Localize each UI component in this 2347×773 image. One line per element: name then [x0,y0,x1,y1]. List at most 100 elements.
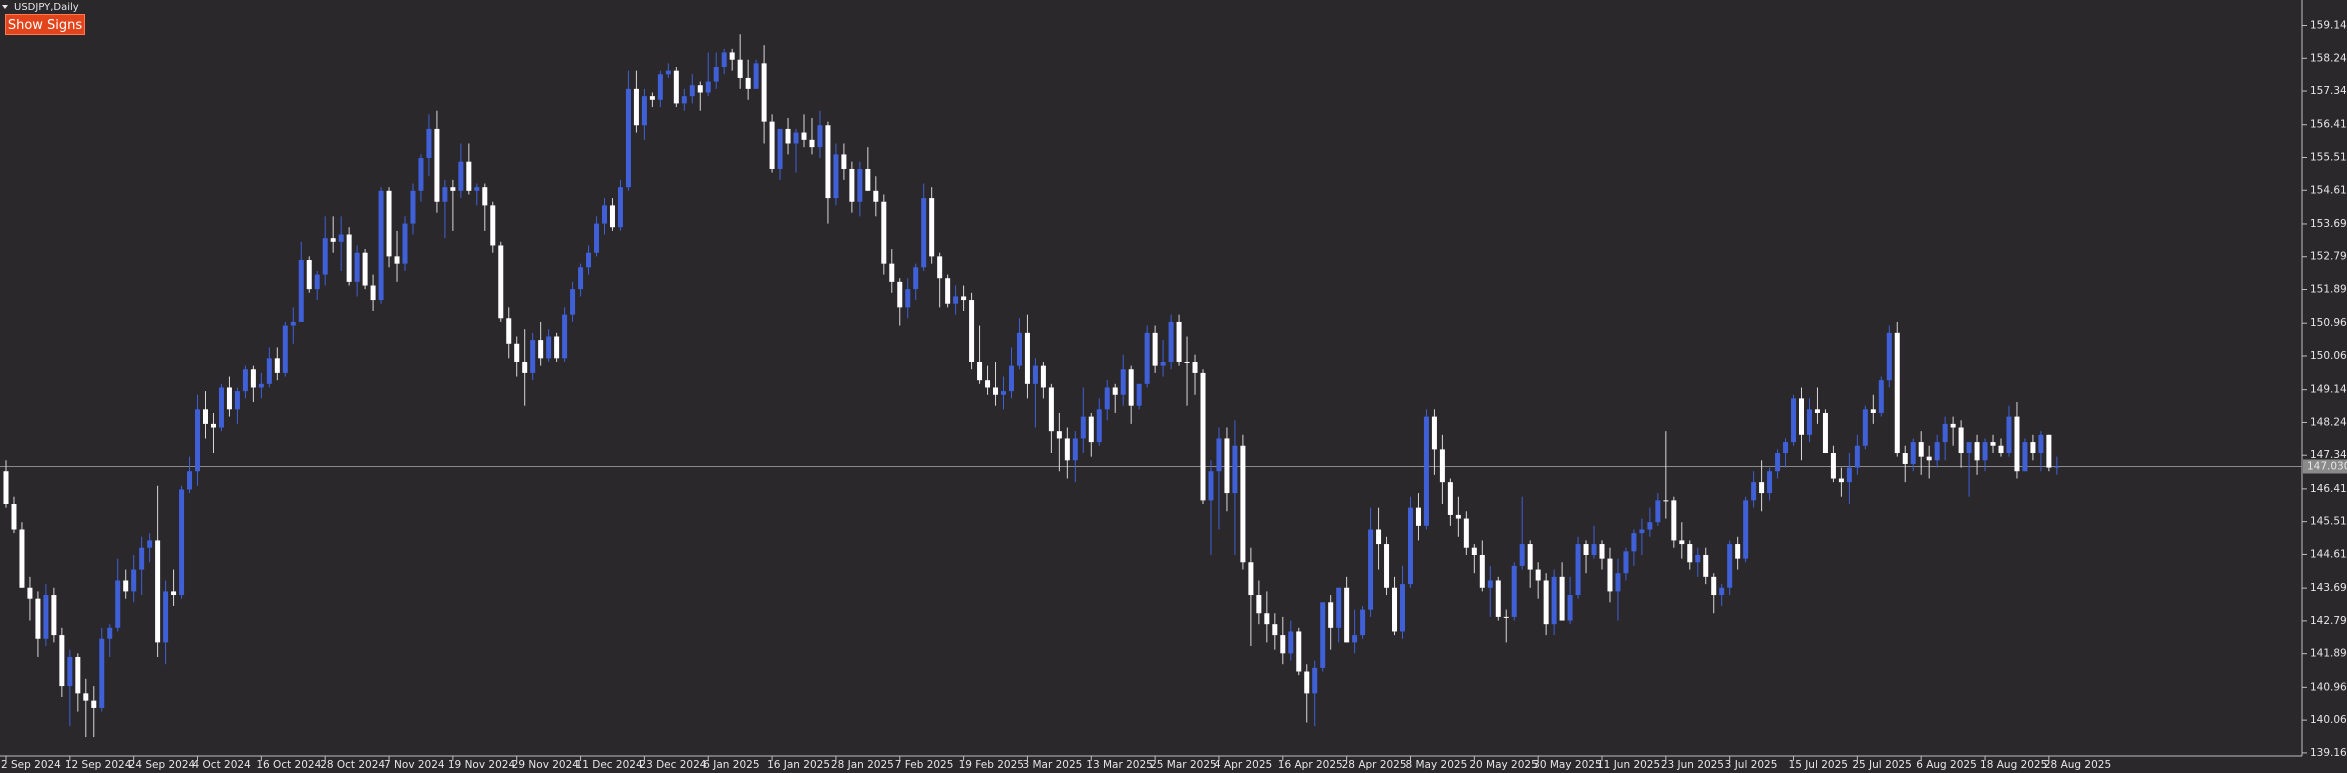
candle-body [1854,445,1860,468]
candle-body [745,77,751,89]
candle-body [1966,442,1972,454]
candle-body [817,125,823,148]
candle-body [442,187,448,202]
candle-body [187,471,193,490]
candle-body [1647,522,1653,530]
candle-body [929,198,935,257]
candle-body [1846,467,1852,483]
candle-body [1240,445,1246,563]
candle-body [1543,580,1549,625]
candle-body [1248,562,1254,596]
x-tick-label: 8 May 2025 [1405,759,1467,771]
candle-body [1479,554,1485,588]
candle-body [179,489,185,596]
candle-body [155,540,161,643]
candle-body [1575,544,1581,596]
candle-body [83,693,89,701]
candle-body [849,168,855,202]
candle-body [913,267,919,290]
candle-body [777,128,783,169]
candle-body [897,281,903,308]
candle-body [1192,361,1198,373]
candle-body [314,274,320,290]
candle-body [1216,438,1222,472]
candle-body [450,187,456,191]
y-tick-label: 142.790 [2310,615,2347,627]
y-tick-label: 159.140 [2310,19,2347,31]
candle-body [522,361,528,373]
x-tick-label: 19 Nov 2024 [448,759,516,771]
candle-body [434,128,440,202]
candle-body [1870,409,1876,413]
candle-body [1894,332,1900,454]
candle-body [617,187,623,228]
candle-body [1679,540,1685,545]
candle-body [3,471,9,504]
candle-body [274,358,280,373]
y-tick-label: 139.165 [2310,747,2347,759]
candle-body [1735,544,1741,559]
candle-body [1184,361,1190,363]
candle-body [1423,416,1429,526]
candle-body [705,81,711,93]
x-tick-label: 4 Oct 2024 [193,759,252,771]
candle-body [2022,442,2028,472]
candle-body [1136,383,1142,406]
x-tick-label: 12 Sep 2024 [65,759,132,771]
candle-body [1296,631,1302,672]
candle-body [354,252,360,282]
candle-body [203,409,208,424]
candle-body [1487,580,1493,588]
candle-body [1878,380,1884,413]
candle-body [1591,544,1597,555]
candle-body [1264,613,1270,625]
candle-body [1304,671,1310,694]
candle-body [729,52,735,60]
candle-body [2014,416,2020,472]
candle-body [51,595,57,636]
candle-body [538,340,544,359]
candle-body [458,161,464,191]
candle-body [2006,416,2012,454]
x-tick-label: 13 Mar 2025 [1086,759,1153,771]
candle-body [1088,416,1094,443]
candle-body [809,139,815,148]
candle-body [905,289,911,308]
x-tick-label: 19 Feb 2025 [959,759,1024,771]
candle-body [1016,332,1022,366]
candle-body [115,580,121,628]
candle-body [1336,587,1342,628]
candle-body [641,96,647,126]
show-signs-button[interactable]: Show Signs [5,14,85,35]
x-tick-label: 29 Nov 2024 [512,759,580,771]
candle-body [370,285,376,301]
chart-title: USDJPY,Daily [14,2,79,13]
x-tick-label: 30 May 2025 [1533,759,1601,771]
candle-body [1942,423,1948,443]
candle-body [1799,398,1804,435]
candle-body [107,627,113,639]
candle-body [753,63,759,89]
y-tick-label: 150.965 [2310,317,2347,329]
candle-body [1902,453,1908,464]
x-tick-label: 7 Feb 2025 [895,759,954,771]
candle-body [1599,544,1605,559]
candle-body [43,595,49,639]
candle-body [1352,635,1358,643]
candle-body [1368,529,1374,610]
candle-body [865,168,871,191]
candle-body [1719,587,1725,596]
candle-body [1104,387,1110,410]
candle-body [1934,442,1940,461]
candle-body [1415,507,1421,526]
candle-body [1727,544,1733,588]
candle-body [953,296,959,304]
candle-body [2054,466,2060,468]
candle-body [1950,423,1956,428]
x-tick-label: 23 Dec 2024 [639,759,706,771]
candle-body [889,263,895,282]
y-tick-label: 150.065 [2310,350,2347,362]
x-tick-label: 18 Aug 2025 [1980,759,2047,771]
candle-body [1806,409,1812,435]
candle-body [1272,624,1278,636]
